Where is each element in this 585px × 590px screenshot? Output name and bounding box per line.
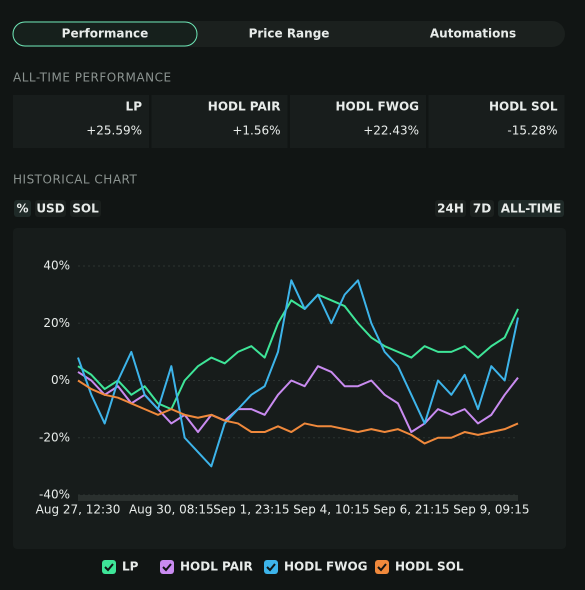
- unit-button[interactable]: [14, 200, 31, 217]
- tab-active: [12, 21, 198, 47]
- plot-base: [78, 495, 518, 501]
- legend-check: [162, 563, 172, 572]
- unit-button-label[interactable]: SOL: [72, 202, 99, 216]
- card: [428, 95, 565, 148]
- range-button[interactable]: [498, 200, 564, 217]
- metric-value: +22.43%: [363, 124, 419, 138]
- legend-label[interactable]: HODL SOL: [395, 560, 464, 574]
- x-tick-label: Sep 1, 23:15: [213, 503, 289, 517]
- legend-check: [377, 563, 387, 572]
- y-tick-label: 20%: [43, 316, 70, 330]
- x-tick-label: Aug 27, 12:30: [36, 503, 121, 517]
- legend-check: [104, 563, 114, 572]
- series-line: [77, 279, 519, 468]
- y-tick-label: 0%: [51, 373, 70, 387]
- x-tick-label: Aug 30, 08:15: [129, 503, 214, 517]
- series-line: [77, 293, 519, 411]
- tab[interactable]: Price Range: [249, 27, 330, 41]
- legend-checkbox[interactable]: [102, 560, 116, 574]
- range-button[interactable]: [435, 200, 466, 217]
- legend-label[interactable]: LP: [122, 560, 139, 574]
- metric-label: HODL SOL: [489, 100, 558, 114]
- legend-checkbox[interactable]: [264, 560, 278, 574]
- range-button-label[interactable]: 7D: [473, 202, 491, 216]
- legend-label[interactable]: HODL FWOG: [284, 560, 368, 574]
- unit-button[interactable]: [70, 200, 101, 217]
- card: [13, 95, 149, 148]
- legend-checkbox[interactable]: [160, 560, 174, 574]
- series-line: [77, 379, 519, 445]
- tab[interactable]: Automations: [430, 27, 516, 41]
- section-title: HISTORICAL CHART: [13, 173, 137, 187]
- metric-label: LP: [126, 100, 143, 114]
- y-tick-label: -40%: [39, 488, 70, 502]
- x-tick-label: Sep 6, 21:15: [373, 503, 449, 517]
- legend-checkbox[interactable]: [375, 560, 389, 574]
- chart-panel: [13, 228, 566, 549]
- card: [290, 95, 426, 148]
- x-tick-label: Sep 9, 09:15: [453, 503, 529, 517]
- unit-button[interactable]: [35, 200, 66, 217]
- metric-value: +25.59%: [86, 124, 142, 138]
- y-tick-label: -20%: [39, 430, 70, 444]
- metric-label: HODL PAIR: [208, 100, 281, 114]
- metric-value: -15.28%: [507, 124, 557, 138]
- y-tick-label: 40%: [43, 259, 70, 273]
- range-button-label[interactable]: ALL-TIME: [501, 202, 562, 216]
- unit-button-label[interactable]: %: [16, 202, 28, 216]
- range-button-label[interactable]: 24H: [437, 202, 464, 216]
- unit-button-label[interactable]: USD: [36, 202, 64, 216]
- metric-label: HODL FWOG: [335, 100, 419, 114]
- x-tick-label: Sep 4, 10:15: [293, 503, 369, 517]
- legend-label[interactable]: HODL PAIR: [180, 560, 253, 574]
- section-title: ALL-TIME PERFORMANCE: [13, 71, 172, 85]
- metric-value: +1.56%: [232, 124, 280, 138]
- tab[interactable]: Performance: [62, 27, 149, 41]
- range-button[interactable]: [470, 200, 494, 217]
- legend-check: [266, 563, 276, 572]
- card: [151, 95, 288, 148]
